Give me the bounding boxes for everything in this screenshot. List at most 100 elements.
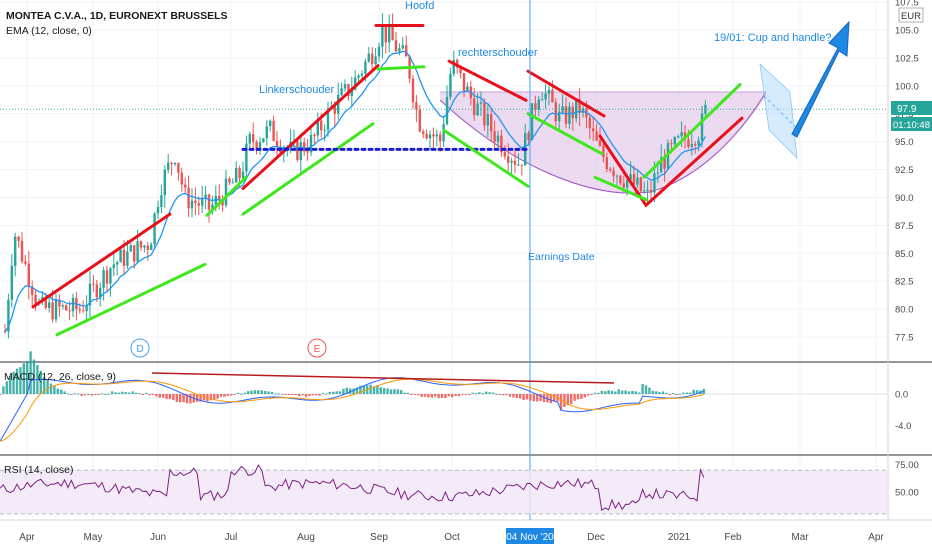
- macd-histogram-bar: [335, 391, 338, 394]
- candle-body: [27, 263, 30, 287]
- macd-histogram-bar: [97, 394, 100, 395]
- candle-body: [493, 131, 496, 142]
- macd-legend: MACD (12, 26, close, 9): [4, 371, 116, 383]
- candle-body: [109, 268, 112, 284]
- macd-histogram-bar: [63, 391, 66, 394]
- macd-tick-label: 0.0: [895, 390, 908, 401]
- candle-body: [129, 245, 132, 252]
- macd-histogram-bar: [461, 394, 464, 395]
- macd-histogram-bar: [546, 394, 549, 403]
- candle-body: [405, 45, 408, 57]
- macd-histogram-bar: [141, 394, 144, 395]
- macd-histogram-bar: [9, 376, 12, 394]
- macd-histogram-bar: [434, 394, 437, 397]
- currency-label: EUR: [901, 11, 921, 22]
- macd-histogram-bar: [444, 394, 447, 399]
- macd-histogram-bar: [454, 394, 457, 396]
- macd-histogram-bar: [369, 384, 372, 394]
- candle-body: [415, 102, 418, 110]
- candle-body: [500, 135, 503, 153]
- candle-body: [82, 310, 85, 312]
- candle-body: [184, 184, 187, 188]
- macd-histogram-bar: [73, 393, 76, 395]
- macd-histogram-bar: [189, 394, 192, 404]
- candle-body: [326, 108, 330, 130]
- candle-body: [422, 131, 425, 134]
- macd-histogram-bar: [563, 394, 566, 407]
- candle-body: [269, 120, 272, 127]
- macd-histogram-bar: [2, 386, 5, 394]
- candle-body: [670, 143, 673, 145]
- rsi-tick-label: 75.00: [895, 460, 919, 471]
- candle-body: [78, 309, 81, 311]
- rsi-tick-label: 50.00: [895, 488, 919, 499]
- ema-legend: EMA (12, close, 0): [6, 25, 92, 37]
- candle-body: [527, 133, 530, 141]
- candle-body: [194, 200, 197, 204]
- candle-body: [17, 236, 20, 241]
- candle-body: [663, 157, 666, 169]
- candle-body: [350, 89, 353, 97]
- candle-body: [473, 98, 476, 116]
- candle-body: [619, 175, 622, 184]
- macd-histogram-bar: [597, 392, 600, 394]
- macd-histogram-bar: [345, 387, 348, 394]
- candle-body: [224, 178, 228, 206]
- rsi-line: [0, 463, 705, 512]
- macd-histogram-bar: [522, 394, 525, 401]
- trend-line-green: [442, 128, 530, 188]
- candle-body: [10, 265, 13, 300]
- dividend-marker[interactable]: [130, 338, 150, 358]
- macd-histogram-bar: [94, 394, 97, 395]
- macd-histogram-bar: [15, 368, 19, 394]
- rsi-legend: RSI (14, close): [4, 464, 73, 476]
- macd-histogram-bar: [267, 391, 270, 394]
- candle-body: [68, 310, 71, 312]
- macd-histogram-bar: [342, 388, 345, 394]
- candle-body: [197, 203, 200, 206]
- candle-body: [449, 73, 452, 97]
- macd-histogram-bar: [638, 392, 641, 394]
- candle-body: [265, 126, 268, 139]
- macd-histogram-bar: [22, 363, 25, 394]
- candle-body: [520, 164, 523, 166]
- macd-histogram-bar: [624, 390, 627, 394]
- macd-histogram-bar: [665, 392, 668, 394]
- candle-body: [401, 45, 404, 49]
- earnings-marker[interactable]: [307, 338, 327, 358]
- macd-histogram-bar: [352, 388, 355, 394]
- candle-body: [153, 213, 156, 245]
- macd-histogram-bar: [155, 394, 158, 397]
- macd-histogram-bar: [355, 387, 359, 394]
- candle-body: [211, 204, 214, 210]
- macd-histogram-bar: [498, 394, 501, 395]
- macd-histogram-bar: [451, 394, 454, 398]
- currency-badge[interactable]: [898, 7, 924, 23]
- candle-body: [534, 103, 537, 110]
- macd-histogram-bar: [257, 390, 260, 394]
- candle-body: [364, 61, 367, 74]
- macd-histogram-bar: [175, 394, 178, 402]
- candle-body: [65, 305, 68, 311]
- candle-body: [428, 134, 432, 139]
- price-tick-label: 82.5: [895, 277, 914, 288]
- candle-body: [150, 244, 153, 251]
- macd-histogram-bar: [648, 387, 651, 394]
- macd-histogram-bar: [488, 392, 491, 394]
- macd-histogram-bar: [26, 362, 29, 394]
- candle-body: [537, 99, 540, 110]
- candle-body: [459, 67, 462, 74]
- candle-body: [588, 117, 591, 129]
- macd-histogram-bar: [260, 390, 263, 394]
- macd-histogram-bar: [519, 394, 522, 399]
- candle-body: [309, 135, 313, 153]
- macd-tick-label: -4.0: [895, 421, 911, 432]
- macd-histogram-bar: [372, 386, 376, 394]
- price-tick-label: 107.5: [895, 0, 919, 9]
- macd-histogram-bar: [430, 394, 433, 398]
- macd-histogram-bar: [692, 389, 695, 394]
- macd-histogram-bar: [77, 393, 80, 395]
- macd-histogram-bar: [508, 394, 512, 397]
- macd-histogram-bar: [301, 394, 304, 395]
- annotation-earnings: Earnings Date: [528, 251, 595, 263]
